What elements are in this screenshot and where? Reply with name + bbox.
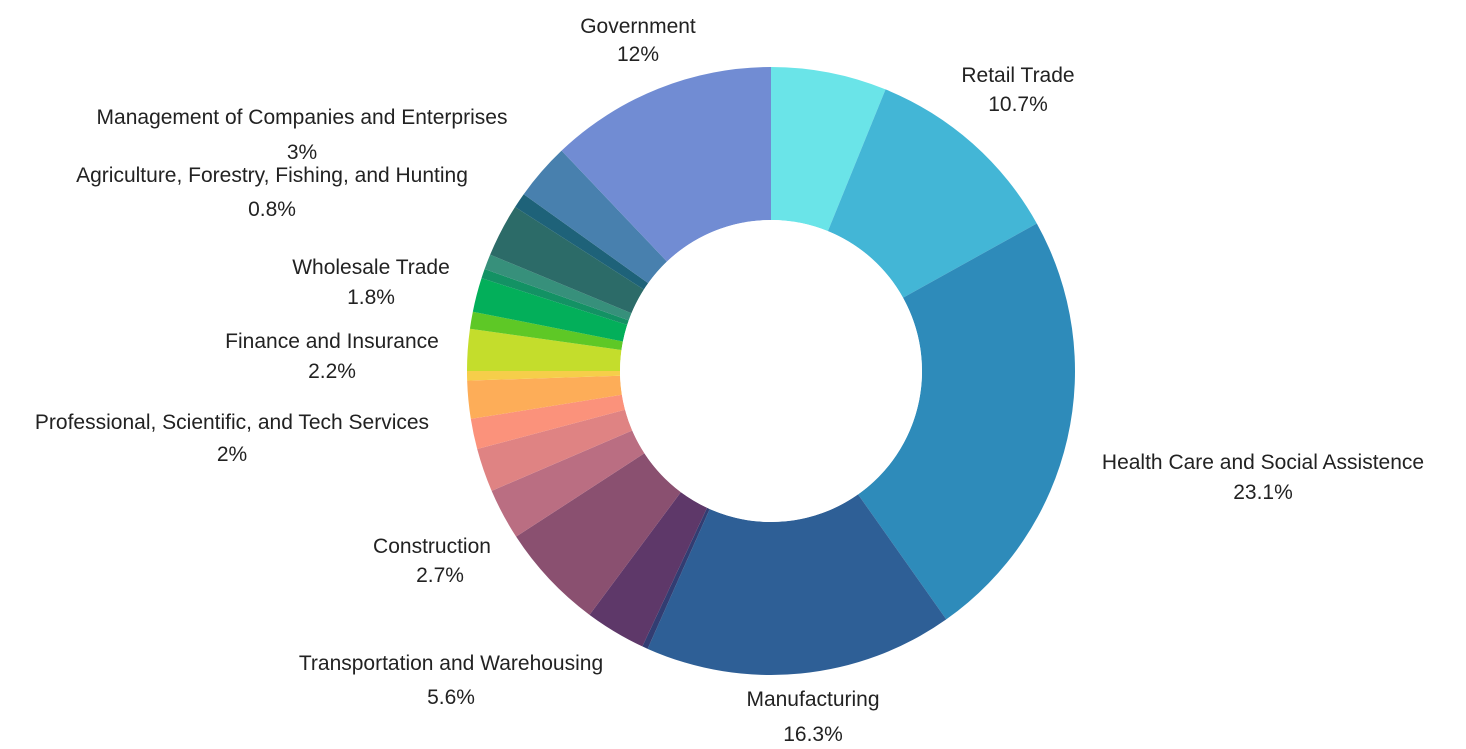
label-government: Government 12% xyxy=(580,15,696,66)
label-management: Management of Companies and Enterprises … xyxy=(97,106,508,164)
label-wholesale-trade-name: Wholesale Trade xyxy=(292,256,450,279)
label-management-value: 3% xyxy=(287,141,317,164)
donut-slice-4 xyxy=(647,494,947,675)
donut-slice-20 xyxy=(523,150,667,284)
label-government-value: 12% xyxy=(617,43,659,66)
label-wholesale-trade-value: 1.8% xyxy=(347,286,395,309)
donut-slice-19 xyxy=(515,194,649,290)
donut-slice-10 xyxy=(470,394,626,450)
label-government-name: Government xyxy=(580,15,696,38)
label-health-care-value: 23.1% xyxy=(1233,481,1293,504)
label-transportation: Transportation and Warehousing 5.6% xyxy=(299,652,603,709)
label-professional-services: Professional, Scientific, and Tech Servi… xyxy=(35,411,429,466)
label-retail-trade-name: Retail Trade xyxy=(961,64,1074,87)
donut-slice-18 xyxy=(490,206,644,314)
donut-slice-15 xyxy=(472,278,628,342)
label-finance-insurance-value: 2.2% xyxy=(308,360,356,383)
label-finance-insurance-name: Finance and Insurance xyxy=(225,330,439,353)
label-professional-services-value: 2% xyxy=(217,443,247,466)
label-professional-services-name: Professional, Scientific, and Tech Servi… xyxy=(35,411,429,434)
donut-slice-16 xyxy=(481,269,629,325)
donut-slice-9 xyxy=(477,409,633,491)
donut-slices xyxy=(467,67,1075,675)
donut-slice-7 xyxy=(516,453,681,615)
donut-slice-1 xyxy=(771,67,886,232)
donut-slice-14 xyxy=(469,311,623,351)
donut-slice-8 xyxy=(491,430,645,537)
label-wholesale-trade: Wholesale Trade 1.8% xyxy=(292,256,450,309)
donut-slice-2 xyxy=(827,89,1037,298)
label-manufacturing-name: Manufacturing xyxy=(746,688,879,711)
label-agriculture-name: Agriculture, Forestry, Fishing, and Hunt… xyxy=(76,164,468,187)
label-transportation-name: Transportation and Warehousing xyxy=(299,652,603,675)
label-manufacturing: Manufacturing 16.3% xyxy=(746,688,879,746)
label-construction: Construction 2.7% xyxy=(373,535,491,587)
label-retail-trade-value: 10.7% xyxy=(988,93,1048,116)
donut-slice-6 xyxy=(589,492,708,647)
donut-slice-5 xyxy=(642,507,710,649)
label-health-care: Health Care and Social Assistence 23.1% xyxy=(1102,451,1424,504)
label-manufacturing-value: 16.3% xyxy=(783,723,843,746)
donut-slice-11 xyxy=(467,375,622,419)
label-health-care-name: Health Care and Social Assistence xyxy=(1102,451,1424,474)
donut-slice-3 xyxy=(858,223,1075,620)
donut-slice-21 xyxy=(561,67,771,262)
label-construction-name: Construction xyxy=(373,535,491,558)
label-finance-insurance: Finance and Insurance 2.2% xyxy=(225,330,439,383)
label-agriculture-value: 0.8% xyxy=(248,198,296,221)
donut-slice-13 xyxy=(467,328,622,371)
label-agriculture: Agriculture, Forestry, Fishing, and Hunt… xyxy=(76,164,468,221)
label-retail-trade: Retail Trade 10.7% xyxy=(961,64,1074,116)
donut-hole xyxy=(620,220,922,522)
label-construction-value: 2.7% xyxy=(416,564,464,587)
label-management-name: Management of Companies and Enterprises xyxy=(97,106,508,129)
donut-slice-17 xyxy=(484,254,632,321)
donut-slice-12 xyxy=(467,371,621,381)
label-transportation-value: 5.6% xyxy=(427,686,475,709)
